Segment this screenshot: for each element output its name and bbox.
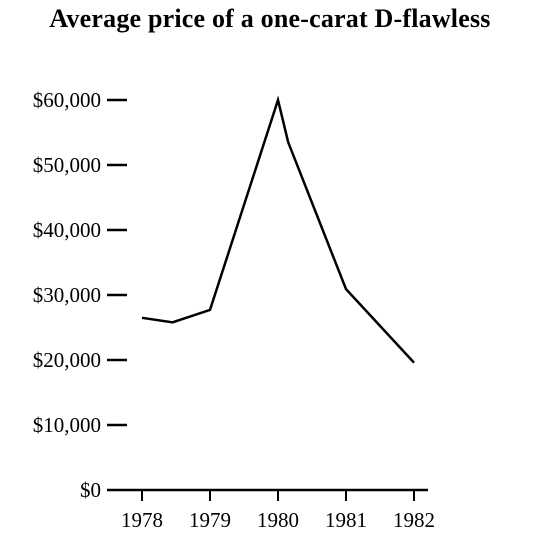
y-tick-label: $20,000 bbox=[33, 348, 101, 372]
x-tick-label: 1978 bbox=[121, 508, 163, 532]
x-axis: 1978 1979 1980 1981 1982 bbox=[107, 488, 435, 532]
x-tick-label: 1980 bbox=[257, 508, 299, 532]
y-tick-label: $30,000 bbox=[33, 283, 101, 307]
x-tick-label: 1981 bbox=[325, 508, 367, 532]
y-tick-label: $60,000 bbox=[33, 88, 101, 112]
series bbox=[141, 95, 415, 364]
y-tick-label: $40,000 bbox=[33, 218, 101, 242]
chart-title: Average price of a one-carat D-flawless bbox=[49, 4, 491, 33]
y-tick-label: $0 bbox=[80, 478, 101, 502]
y-axis: $0 $10,000 $20,000 $30,000 $40,000 $50,000 $60… bbox=[33, 88, 127, 502]
y-tick-label: $10,000 bbox=[33, 413, 101, 437]
x-tick-label: 1979 bbox=[189, 508, 231, 532]
x-tick-label: 1982 bbox=[393, 508, 435, 532]
price-line bbox=[141, 95, 415, 364]
y-tick-label: $50,000 bbox=[33, 153, 101, 177]
